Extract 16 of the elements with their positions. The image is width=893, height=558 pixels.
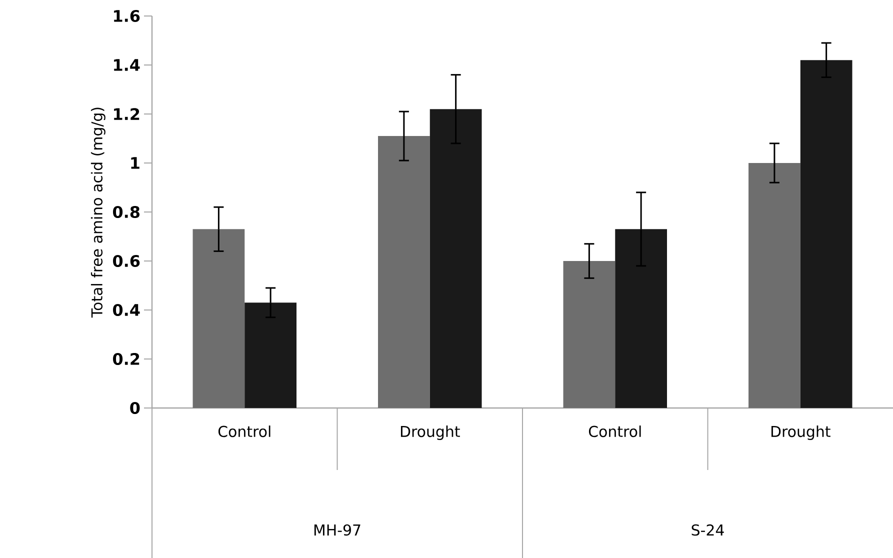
- x-tick-label: Drought: [771, 426, 830, 440]
- x-tick-label: Control: [588, 426, 641, 438]
- y-tick-label: 0.8: [113, 206, 140, 218]
- text: MH-97: [314, 524, 360, 536]
- y-tick-label: 0.6: [113, 254, 140, 268]
- y-tick-label: 0.4: [113, 304, 140, 316]
- y-axis-title: Total free amino acid (mg/g): [90, 108, 106, 318]
- text: S-24: [692, 524, 724, 536]
- x-tick-label: Drought: [400, 426, 460, 440]
- y-tick-label: 1.4: [114, 59, 140, 71]
- y-tick-label: 1.2: [114, 108, 140, 120]
- y-tick-label: 0.2: [113, 352, 140, 366]
- y-tick-label: 0: [130, 402, 140, 414]
- y-tick-label: 1.6: [114, 10, 140, 22]
- y-tick-label: 1: [131, 157, 140, 169]
- x-tick-label: Control: [218, 426, 270, 438]
